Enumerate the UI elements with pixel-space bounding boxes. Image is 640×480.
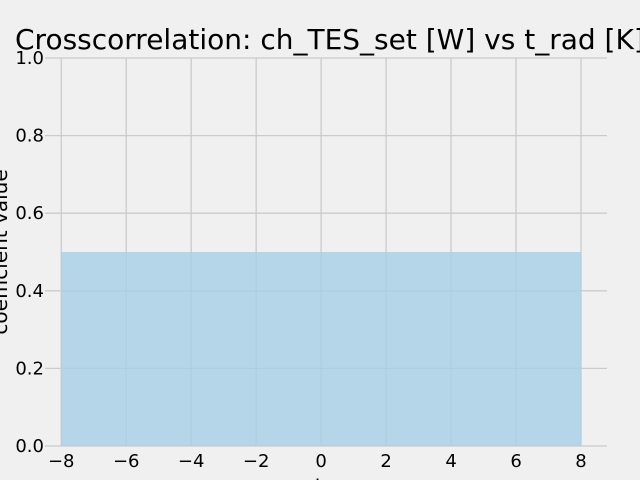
x-axis-label: lag [315,475,346,480]
series-area-fill [61,252,582,446]
x-tick-label: −2 [243,451,270,472]
chart-title: Crosscorrelation: ch_TES_set [W] vs t_ra… [15,23,640,56]
y-tick-label: 0.6 [15,203,44,224]
x-tick-labels: −8 −6 −4 −2 0 2 4 6 8 [48,451,587,472]
series-area [61,252,582,446]
x-tick-label: 4 [445,451,456,472]
x-tick-label: −6 [113,451,140,472]
y-tick-label: 0.8 [15,126,44,147]
y-tick-label: 0.0 [15,436,44,457]
y-tick-label: 1.0 [15,48,44,69]
y-tick-label: 0.2 [15,358,44,379]
x-tick-label: 8 [575,451,586,472]
y-tick-label: 0.4 [15,281,44,302]
x-tick-label: 6 [510,451,521,472]
x-tick-label: 2 [380,451,391,472]
y-tick-labels: 0.0 0.2 0.4 0.6 0.8 1.0 [15,48,44,457]
x-tick-label: 0 [315,451,326,472]
x-tick-label: −8 [48,451,75,472]
y-axis-label: coefficient value [0,169,12,334]
x-tick-label: −4 [178,451,205,472]
